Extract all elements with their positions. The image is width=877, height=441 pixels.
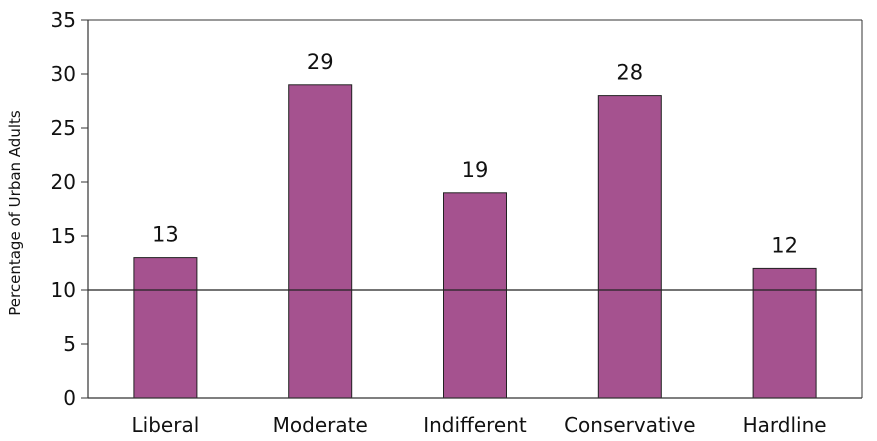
y-axis-title: Percentage of Urban Adults <box>6 110 24 316</box>
bar-moderate <box>288 84 353 399</box>
y-tick-label: 25 <box>51 116 76 140</box>
category-label: Liberal <box>132 413 200 437</box>
y-tick-label: 5 <box>63 332 76 356</box>
y-tick-label: 0 <box>63 386 76 410</box>
category-label: Indifferent <box>423 413 527 437</box>
y-tick-label: 30 <box>51 62 76 86</box>
category-labels: Liberal Moderate Indifferent Conservative Ha… <box>132 413 827 437</box>
y-axis-title-group: Percentage of Urban Adults <box>6 110 24 316</box>
data-label: 19 <box>462 158 489 182</box>
bar-liberal <box>133 257 198 399</box>
category-label: Conservative <box>564 413 695 437</box>
data-labels: 13 29 19 28 12 <box>152 50 798 258</box>
category-label: Hardline <box>743 413 827 437</box>
y-tick-label: 10 <box>51 278 76 302</box>
data-label: 29 <box>307 50 334 74</box>
y-axis-ticks: 0 5 10 15 20 25 30 35 <box>51 8 88 410</box>
bars <box>133 84 817 399</box>
data-label: 28 <box>616 61 643 85</box>
data-label: 12 <box>771 233 798 257</box>
bar-conservative <box>597 95 662 399</box>
bar-indifferent <box>443 192 507 399</box>
y-tick-label: 15 <box>51 224 76 248</box>
bar-hardline <box>752 267 817 399</box>
y-tick-label: 20 <box>51 170 76 194</box>
y-tick-label: 35 <box>51 8 76 32</box>
axes <box>87 19 863 399</box>
category-label: Moderate <box>273 413 368 437</box>
data-label: 13 <box>152 223 179 247</box>
